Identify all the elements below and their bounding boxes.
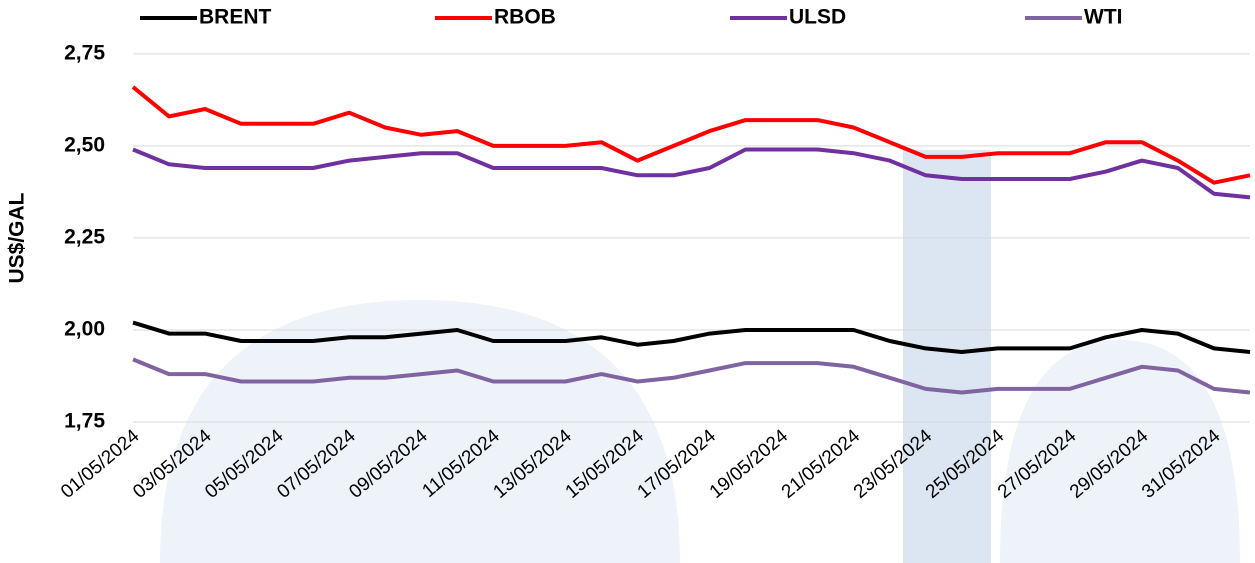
x-tick-label: 21/05/2024 [778,425,865,502]
y-tick-label: 2,50 [64,133,105,156]
legend-label: ULSD [789,6,846,29]
y-tick-label: 2,75 [64,41,105,64]
watermark-shape [903,150,991,563]
y-tick-label: 2,00 [64,318,105,341]
legend-label: BRENT [199,6,272,29]
x-tick-label: 19/05/2024 [706,425,793,502]
legend-label: WTI [1084,6,1122,29]
series-line [132,147,1251,200]
watermark [160,150,1240,563]
series-line [131,85,1251,185]
watermark-shape [1000,340,1240,563]
y-axis-title: US$/GAL [6,192,29,283]
watermark-shape [160,300,680,563]
series-line [132,320,1251,354]
x-tick-label: 01/05/2024 [57,425,144,502]
y-tick-label: 1,75 [64,410,105,433]
series-line [132,357,1251,395]
legend-label: RBOB [494,6,556,29]
y-tick-label: 2,25 [64,225,105,248]
